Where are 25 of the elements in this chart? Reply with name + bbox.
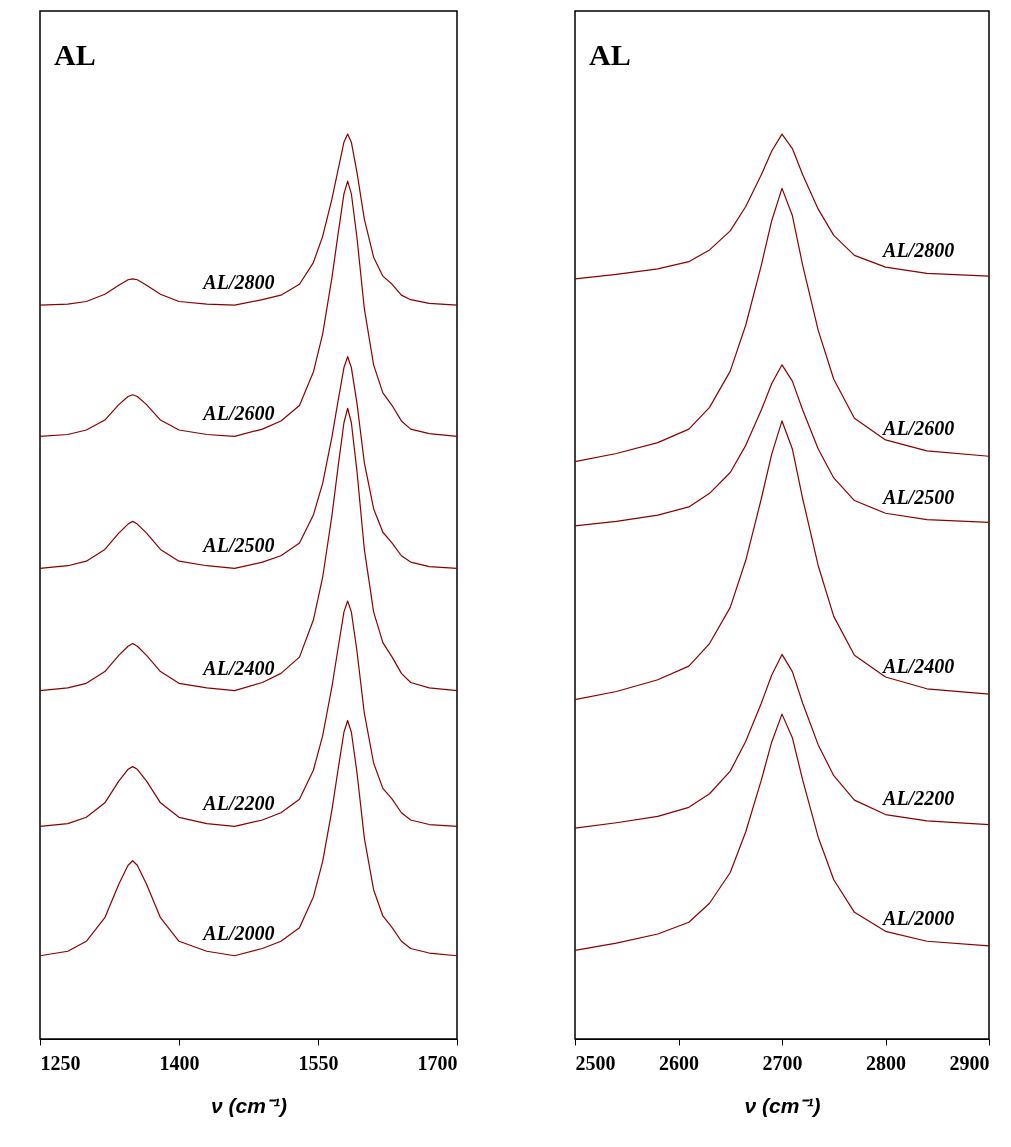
x-tick-label: 2500 (575, 1051, 616, 1074)
x-tick-label: 2900 (949, 1051, 990, 1074)
chart-title: AL (589, 38, 631, 71)
x-tick-label: 2800 (866, 1051, 906, 1074)
series-label: AL/2400 (201, 656, 275, 679)
series-label: AL/2800 (881, 239, 955, 262)
chart-title: AL (54, 38, 96, 71)
series-label: AL/2400 (881, 654, 955, 677)
x-tick-label: 2700 (762, 1051, 803, 1074)
x-axis-title: ν (cm⁻¹) (744, 1093, 821, 1117)
x-tick-label: 2600 (659, 1051, 699, 1074)
x-tick-label: 1400 (159, 1051, 200, 1074)
x-tick-label: 1700 (417, 1051, 458, 1074)
x-axis-title: ν (cm⁻¹) (211, 1093, 287, 1117)
series-label: AL/2000 (881, 907, 955, 930)
series-label: AL/2500 (881, 485, 955, 508)
series-label: AL/2000 (201, 921, 275, 944)
x-tick-label: 1550 (298, 1051, 339, 1074)
series-label: AL/2200 (881, 786, 955, 809)
series-label: AL/2500 (201, 534, 275, 557)
series-label: AL/2800 (201, 271, 275, 294)
series-label: AL/2600 (881, 416, 955, 439)
x-tick-label: 1250 (40, 1051, 81, 1074)
series-label: AL/2200 (201, 792, 275, 815)
series-label: AL/2600 (201, 402, 275, 425)
